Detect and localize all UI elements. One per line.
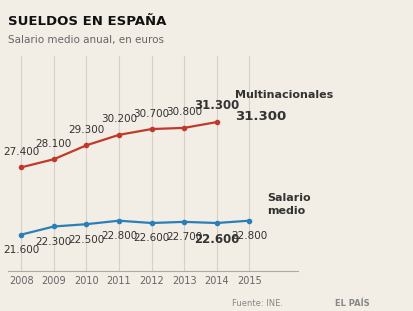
Text: 27.400: 27.400 [3,147,39,157]
Text: 22.700: 22.700 [166,232,202,242]
Text: 31.300: 31.300 [194,99,239,112]
Text: Salario medio anual, en euros: Salario medio anual, en euros [8,35,164,45]
Text: 22.800: 22.800 [230,231,267,241]
Text: 22.600: 22.600 [194,234,239,246]
Text: 30.800: 30.800 [166,108,202,118]
Text: Multinacionales: Multinacionales [234,91,332,100]
Text: SUELDOS EN ESPAÑA: SUELDOS EN ESPAÑA [8,15,166,28]
Text: 21.600: 21.600 [3,245,39,255]
Text: 30.700: 30.700 [133,109,169,118]
Text: EL PAÍS: EL PAÍS [335,299,369,308]
Text: 28.100: 28.100 [36,139,72,149]
Text: Salario
medio: Salario medio [266,193,310,216]
Text: 22.600: 22.600 [133,234,169,244]
Text: 30.200: 30.200 [101,114,137,124]
Text: 22.800: 22.800 [101,231,137,241]
Text: Fuente: INE.: Fuente: INE. [231,299,282,308]
Text: 31.300: 31.300 [234,110,285,123]
Text: 22.500: 22.500 [68,234,104,245]
Text: 29.300: 29.300 [68,125,104,135]
Text: 22.300: 22.300 [36,237,72,247]
